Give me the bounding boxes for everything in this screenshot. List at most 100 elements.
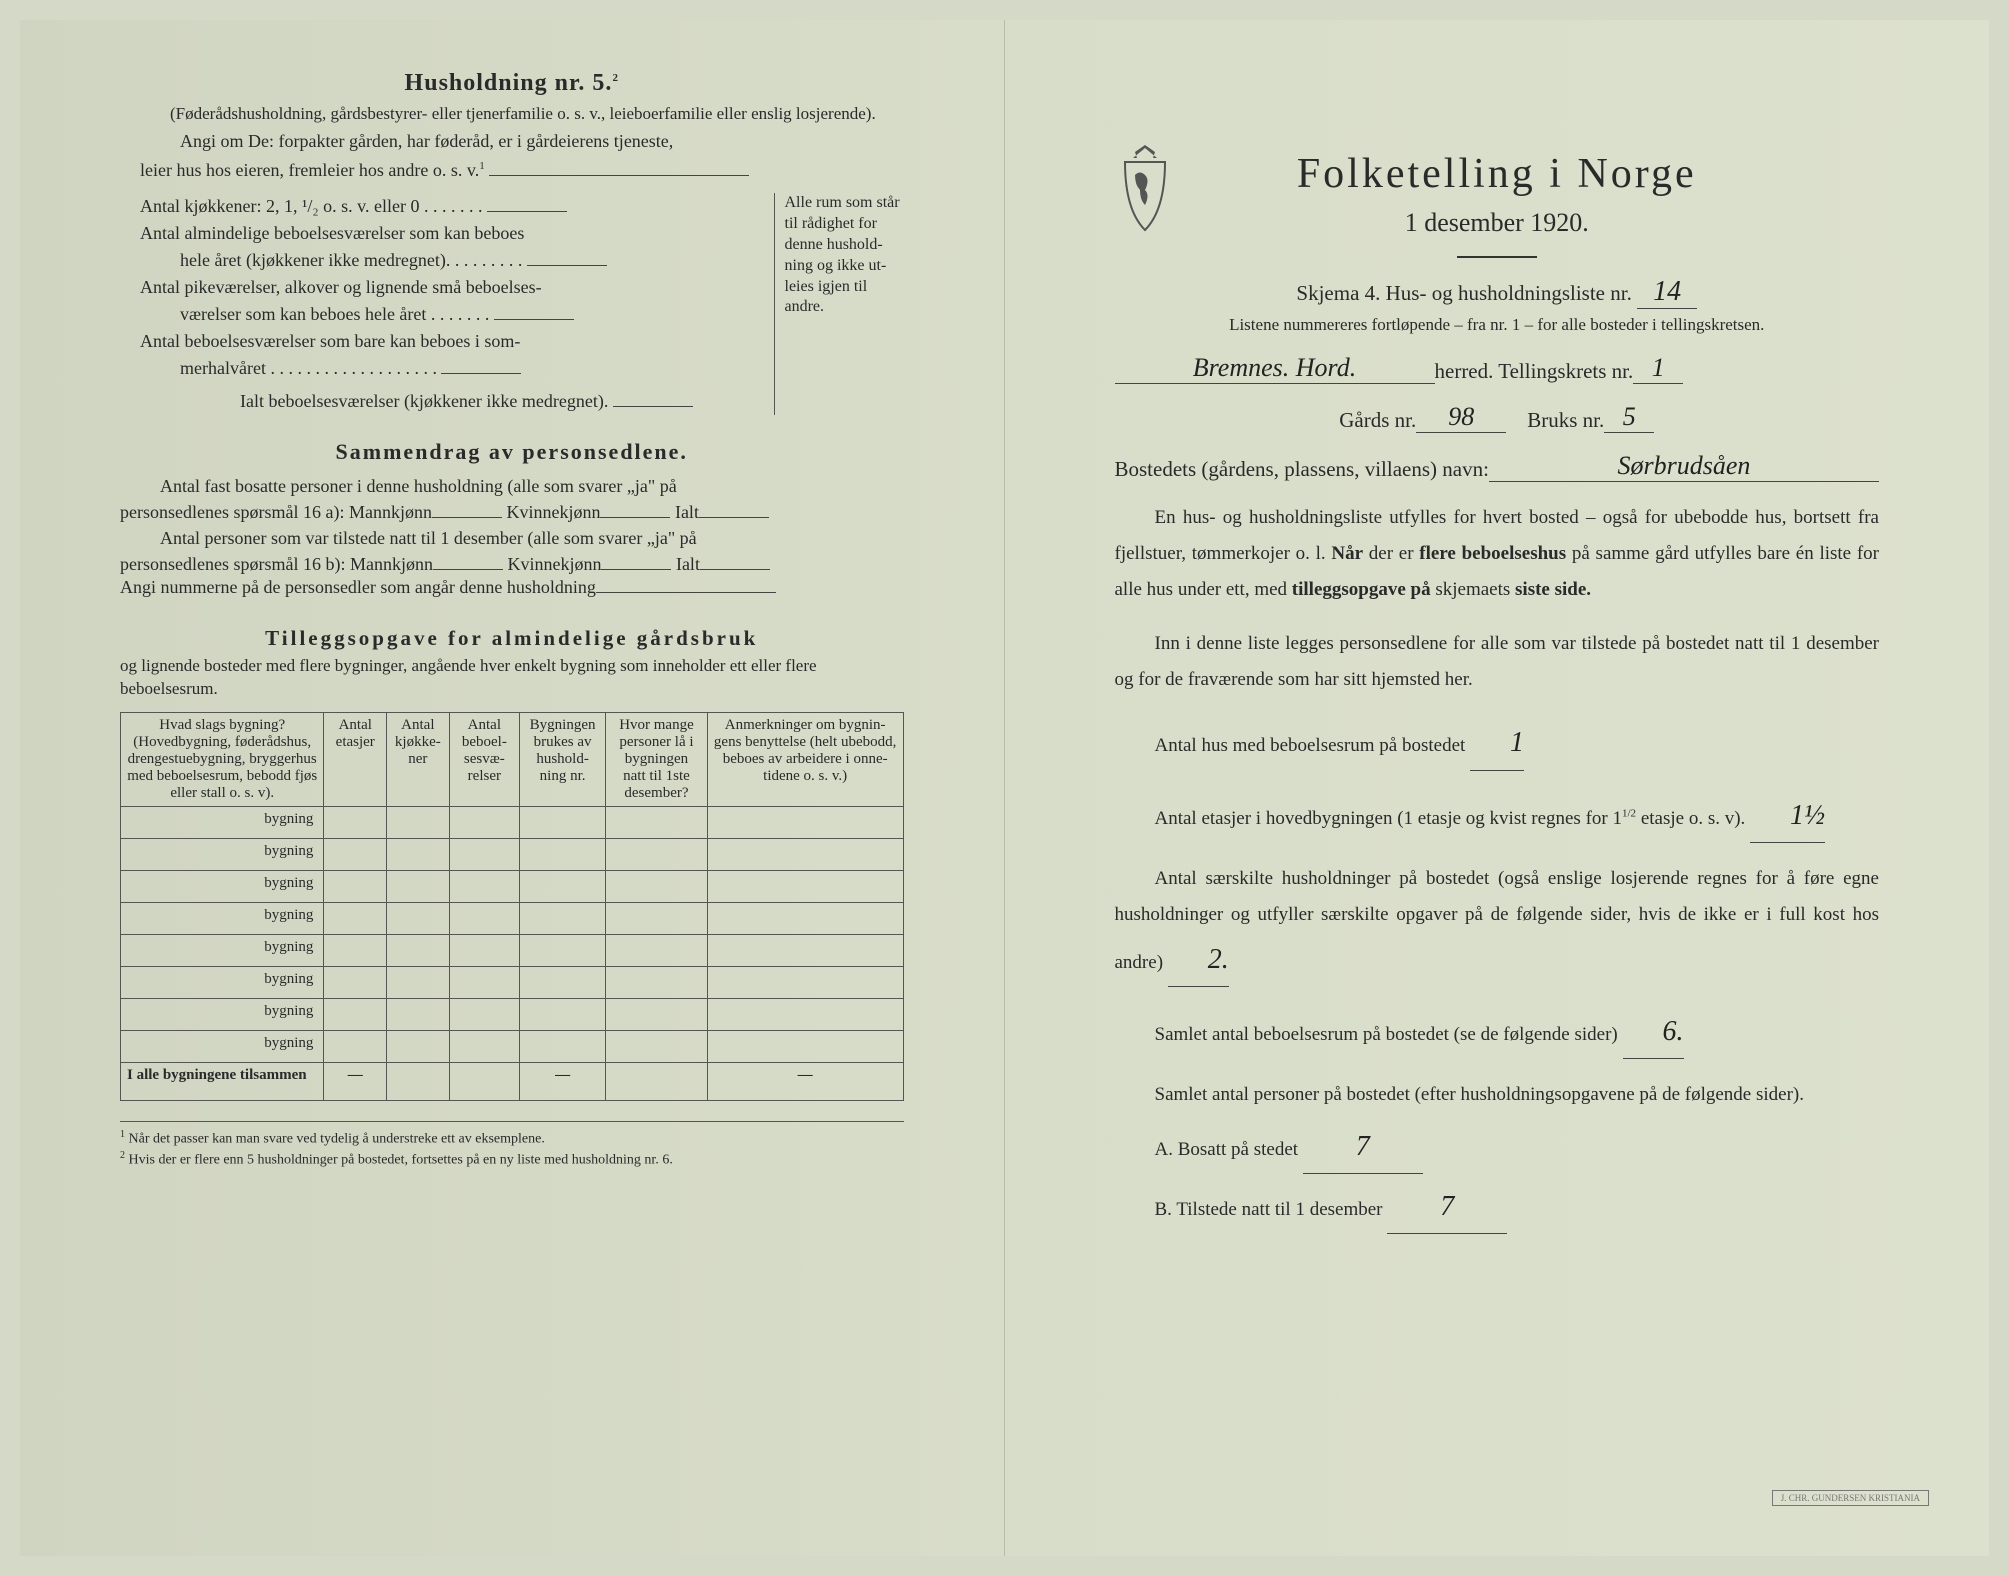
th-4: Bygningen brukes av hushold-ning nr. [520,712,606,806]
bygning-label-cell: bygning [121,934,324,966]
empty-cell [520,998,606,1030]
empty-cell [324,870,387,902]
table-row: bygning [121,1030,904,1062]
empty-cell [324,838,387,870]
q5-row: Samlet antal personer på bostedet (efter… [1115,1077,1880,1113]
document-spread: Husholdning nr. 5.2 (Føderådshusholdning… [20,20,1989,1556]
room-row-3a: Antal pikeværelser, alkover og lignende … [140,274,774,301]
empty-cell [707,870,903,902]
empty-cell [387,870,450,902]
empty-cell [449,934,519,966]
gard-label: Gårds nr. [1339,408,1416,433]
footnotes: 1 Når det passer kan man svare ved tydel… [120,1121,904,1170]
empty-cell [449,966,519,998]
empty-cell [606,838,708,870]
herred-value: Bremnes. Hord. [1115,353,1435,384]
table-row: bygning [121,966,904,998]
room-row-4a: Antal beboelsesværelser som bare kan beb… [140,328,774,355]
th-0: Hvad slags bygning? (Hovedbygning, føder… [121,712,324,806]
empty-cell [324,806,387,838]
bygning-label-cell: bygning [121,1030,324,1062]
bygning-label-cell: bygning [121,806,324,838]
empty-cell [520,838,606,870]
gard-value: 98 [1416,402,1506,433]
qB-row: B. Tilstede natt til 1 desember 7 [1155,1180,1880,1234]
empty-cell [449,806,519,838]
printer-stamp: J. CHR. GUNDERSEN KRISTIANIA [1772,1490,1929,1506]
empty-cell [324,1030,387,1062]
q3-row: Antal særskilte husholdninger på bostede… [1115,861,1880,987]
room-row-5: Ialt beboelsesværelser (kjøkkener ikke m… [140,388,774,415]
th-2: Antal kjøkke-ner [387,712,450,806]
empty-cell [324,966,387,998]
footnote-2: 2 Hvis der er flere enn 5 husholdninger … [120,1149,904,1170]
empty-cell [387,806,450,838]
para-2: Inn i denne liste legges personsedlene f… [1115,626,1880,698]
room-row-4b: merhalvåret . . . . . . . . . . . . . . … [140,355,774,382]
samm-line-5: Angi nummerne på de personsedler som ang… [120,577,904,598]
empty-cell [387,1030,450,1062]
empty-cell [606,998,708,1030]
empty-cell [707,934,903,966]
qA-row: A. Bosatt på stedet 7 [1155,1120,1880,1174]
empty-cell [387,838,450,870]
household-5-paren: (Føderådshusholdning, gårdsbestyrer- ell… [170,103,904,125]
table-row: bygning [121,934,904,966]
empty-cell [606,902,708,934]
samm-line-3: Antal personer som var tilstede natt til… [120,525,904,552]
total-dash: — [707,1062,903,1100]
room-row-2b: hele året (kjøkkener ikke medregnet). . … [140,247,774,274]
bygning-label-cell: bygning [121,966,324,998]
q1-row: Antal hus med beboelsesrum på bostedet 1 [1115,716,1880,770]
samm-line-2: personsedlenes spørsmål 16 a): Mannkjønn… [120,502,904,523]
tillegg-desc: og lignende bosteder med flere bygninger… [120,655,904,699]
total-label: I alle bygningene tilsammen [121,1062,324,1100]
empty-cell [520,870,606,902]
tillegg-title: Tilleggsopgave for almindelige gårdsbruk [80,626,944,651]
bygning-label-cell: bygning [121,870,324,902]
footnote-1: 1 Når det passer kan man svare ved tydel… [120,1128,904,1149]
sammendrag-title: Sammendrag av personsedlene. [80,439,944,465]
empty-cell [606,934,708,966]
empty-cell [449,998,519,1030]
th-1: Antal etasjer [324,712,387,806]
table-header-row: Hvad slags bygning? (Hovedbygning, føder… [121,712,904,806]
right-page: Folketelling i Norge 1 desember 1920. Sk… [1005,20,1990,1556]
table-row: bygning [121,998,904,1030]
samm-line-4: personsedlenes spørsmål 16 b): Mannkjønn… [120,554,904,575]
subtitle: 1 desember 1920. [1065,208,1930,238]
bygning-label-cell: bygning [121,838,324,870]
note-line: Listene nummereres fortløpende – fra nr.… [1065,315,1930,335]
empty-cell [606,806,708,838]
left-page: Husholdning nr. 5.2 (Føderådshusholdning… [20,20,1005,1556]
herred-label: herred. Tellingskrets nr. [1435,359,1634,384]
empty-cell [449,1030,519,1062]
empty-cell [324,934,387,966]
coat-of-arms-icon [1105,140,1185,240]
empty-cell [520,806,606,838]
empty-cell [606,1030,708,1062]
empty-cell [606,966,708,998]
room-row-1: Antal kjøkkener: 2, 1, ¹/₂ o. s. v. elle… [140,193,774,220]
household-5-title: Husholdning nr. 5.2 [80,70,944,97]
table-row: bygning [121,838,904,870]
empty-cell [387,902,450,934]
room-row-3b: værelser som kan beboes hele året . . . … [140,301,774,328]
empty-cell [387,998,450,1030]
bosted-row: Bostedets (gårdens, plassens, villaens) … [1115,451,1880,482]
samm-line-1: Antal fast bosatte personer i denne hush… [120,473,904,500]
th-3: Antal beboel-sesvæ-relser [449,712,519,806]
main-title: Folketelling i Norge [1065,150,1930,198]
q4-row: Samlet antal beboelsesrum på bostedet (s… [1115,1005,1880,1059]
divider [1457,256,1537,258]
table-row: bygning [121,806,904,838]
empty-cell [606,870,708,902]
bygning-label-cell: bygning [121,998,324,1030]
bosted-label: Bostedets (gårdens, plassens, villaens) … [1115,457,1489,482]
room-row-2a: Antal almindelige beboelsesværelser som … [140,220,774,247]
bygning-label-cell: bygning [121,902,324,934]
empty-cell [520,902,606,934]
bosted-value: Sørbrudsåen [1489,451,1879,482]
bruks-value: 5 [1604,402,1654,433]
empty-cell [324,998,387,1030]
